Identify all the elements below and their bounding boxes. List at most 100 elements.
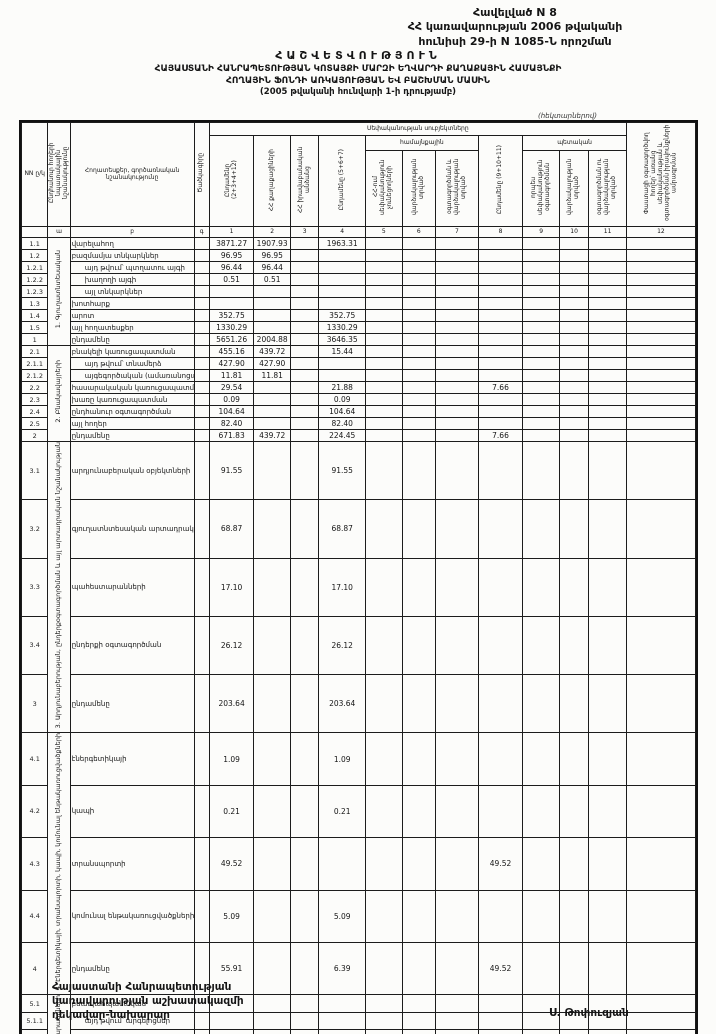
row-number: 1.2 xyxy=(20,249,49,262)
cell-c11 xyxy=(588,345,627,358)
cell-c6 xyxy=(401,369,437,382)
table-row: 1.5 այլ հողատեսքեր 1330.29 1330.29 xyxy=(20,321,697,334)
cell-c8: 7.66 xyxy=(477,429,524,442)
cell-c9 xyxy=(522,941,560,996)
cell-c9 xyxy=(522,837,560,891)
cell-c3 xyxy=(289,357,320,370)
row-number: 2.2 xyxy=(20,381,49,394)
cell-c8 xyxy=(477,994,524,1013)
org-line3: ղեկավար-նախարար xyxy=(52,1009,170,1022)
row-number: 5.1.1 xyxy=(20,1011,49,1031)
code-cell xyxy=(193,994,210,1013)
cell-c4: 0.09 xyxy=(318,393,367,406)
cell-c4: 203.64 xyxy=(318,673,367,734)
cell-c10 xyxy=(558,393,590,406)
appendix-line3: հունիսի 29-ի N 1085-Ն որոշման xyxy=(418,34,612,48)
cell-c3 xyxy=(289,417,320,430)
row-label: այդ թվում՝ տնամերձ xyxy=(69,357,195,370)
cell-c6 xyxy=(401,889,437,944)
cell-c8 xyxy=(477,249,524,262)
cell-c5 xyxy=(365,237,403,250)
cell-c10 xyxy=(558,273,590,286)
cell-c12 xyxy=(625,273,697,286)
cell-c1: 1.09 xyxy=(208,732,255,786)
cell-c8 xyxy=(477,673,524,734)
row-number: 2.1.2 xyxy=(20,369,49,382)
cell-c5 xyxy=(365,440,403,501)
section-label: 3. Արդյունաբերության, ընդերքօգտագործման … xyxy=(47,440,71,734)
table-row: 2.1 2. Բնակավայրերի բնակելի կառուցապատման 4… xyxy=(20,345,697,442)
cell-c9 xyxy=(522,345,560,358)
column-index-1: ա xyxy=(47,226,71,238)
cell-c2 xyxy=(253,440,291,501)
cell-c3 xyxy=(289,381,320,394)
cell-c10 xyxy=(558,615,590,676)
cell-c9 xyxy=(522,333,560,346)
cell-c10 xyxy=(558,321,590,334)
cell-c2: 96.44 xyxy=(253,261,291,274)
cell-c8 xyxy=(477,369,524,382)
cell-c12 xyxy=(625,889,697,944)
section-label: 2. Բնակավայրերի xyxy=(47,345,71,442)
title-line2: ՀՈՂԱՅԻՆ ՖՈՆԴԻ ԱՌԿԱՅՈՒԹՅԱՆ ԵՎ ԲԱՇԽՄԱՆ ՄԱՍ… xyxy=(226,75,490,86)
cell-c6 xyxy=(401,1029,437,1034)
cell-c1: 0.21 xyxy=(208,784,255,839)
cell-c3 xyxy=(289,673,320,734)
column-index-4: 1 xyxy=(208,226,255,238)
cell-c9 xyxy=(522,417,560,430)
cell-c3 xyxy=(289,273,320,286)
cell-c5 xyxy=(365,941,403,996)
cell-c12 xyxy=(625,557,697,617)
cell-c9 xyxy=(522,1029,560,1034)
cell-c6 xyxy=(401,405,437,418)
cell-c5 xyxy=(365,417,403,430)
row-label: արդյունաբերական օբյեկտների xyxy=(69,440,195,501)
cell-c2 xyxy=(253,941,291,996)
row-label: գյուղատնտեսական արտադրական օբյեկտների xyxy=(69,499,195,559)
row-number: 1 xyxy=(20,333,49,346)
row-number: 2.4 xyxy=(20,405,49,418)
cell-c12 xyxy=(625,941,697,996)
row-number: 1.2.2 xyxy=(20,273,49,286)
table-row: 1.2.1 այդ թվում՝ պտղատու այգի 96.44 96.44 xyxy=(20,261,697,274)
cell-c12 xyxy=(625,784,697,839)
row-label: խոտհարք xyxy=(69,297,195,310)
cell-c10 xyxy=(558,837,590,891)
cell-c12 xyxy=(625,369,697,382)
cell-c10 xyxy=(558,429,590,442)
cell-c11 xyxy=(588,261,627,274)
cell-c1: 5651.26 xyxy=(208,333,255,346)
cell-c7 xyxy=(435,673,479,734)
cell-c5 xyxy=(365,381,403,394)
land-balance-table: NN ը/կ Ընդհանուր հողերի նպատակային նշանա… xyxy=(19,120,698,1034)
cell-c6 xyxy=(401,499,437,559)
col-header-c7: օգտագործման և վարձակալության տրված xyxy=(435,150,479,227)
row-label: այգեգործական (ամառանոցային) xyxy=(69,369,195,382)
cell-c1 xyxy=(208,994,255,1013)
cell-c4 xyxy=(318,369,367,382)
cell-c12 xyxy=(625,309,697,322)
code-cell xyxy=(193,784,210,839)
table-row: 3.1 3. Արդյունաբերության, ընդերքօգտագործմ… xyxy=(20,440,697,734)
row-label: կոմունալ ենթակառուցվածքների xyxy=(69,889,195,944)
col-header-c4: Ընդամենը (5+6+7) xyxy=(318,135,367,227)
cell-c1: 68.87 xyxy=(208,499,255,559)
cell-c3 xyxy=(289,1029,320,1034)
cell-c4 xyxy=(318,1029,367,1034)
cell-c2: 2004.88 xyxy=(253,333,291,346)
code-cell xyxy=(193,499,210,559)
cell-c11 xyxy=(588,249,627,262)
cell-c7 xyxy=(435,369,479,382)
cell-c3 xyxy=(289,393,320,406)
cell-c2 xyxy=(253,309,291,322)
cell-c3 xyxy=(289,261,320,274)
cell-c1: 96.95 xyxy=(208,249,255,262)
column-index-0 xyxy=(20,226,49,238)
col-header-c8: Ընդամենը (9+10+11) xyxy=(477,135,524,227)
cell-c3 xyxy=(289,440,320,501)
appendix-reference: Հավելված N 8 ՀՀ կառավարության 2006 թվակա… xyxy=(320,6,710,49)
cell-c1 xyxy=(208,285,255,298)
code-cell xyxy=(193,237,210,250)
cell-c8 xyxy=(477,1029,524,1034)
cell-c12 xyxy=(625,405,697,418)
